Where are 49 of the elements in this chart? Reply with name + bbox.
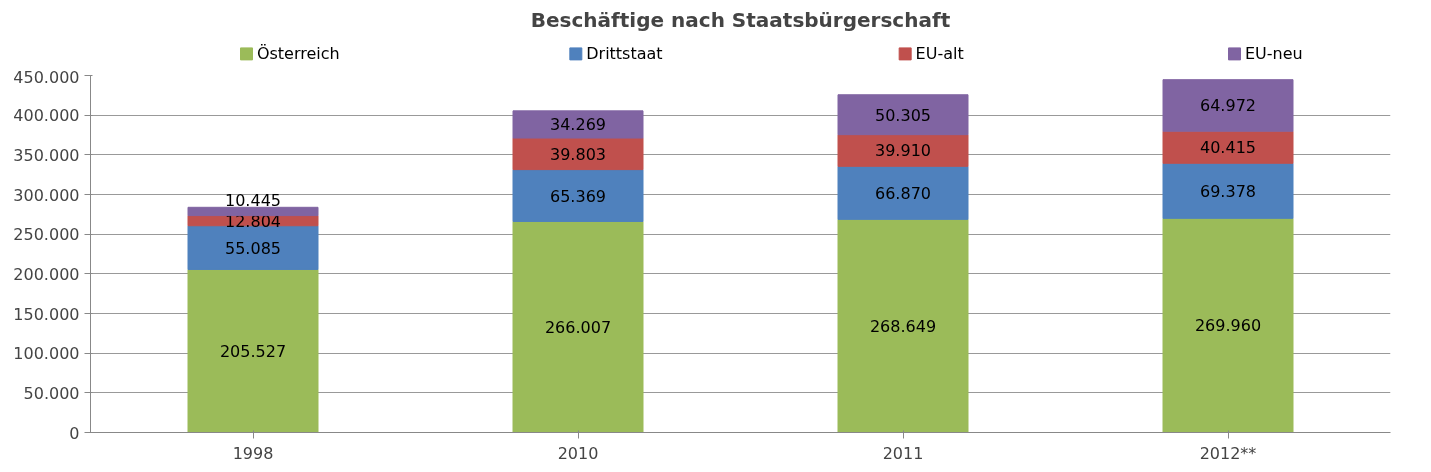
- legend-label: Österreich: [256, 44, 340, 64]
- bar: [187, 225, 319, 270]
- bar: [1162, 162, 1294, 219]
- data-label: 64.972: [1200, 96, 1256, 116]
- y-tick-label: 50.000: [23, 383, 80, 403]
- data-label: 205.527: [219, 341, 287, 361]
- data-label: 39.910: [875, 141, 931, 161]
- x-tick-label: 2011: [882, 443, 924, 463]
- bar: [1162, 79, 1294, 132]
- bar: [1162, 130, 1294, 164]
- data-label: 55.085: [225, 238, 281, 258]
- data-label: 12.804: [225, 211, 281, 231]
- bar: [837, 165, 969, 220]
- y-tick-label: 450.000: [13, 67, 80, 87]
- y-tick-label: 100.000: [13, 344, 80, 364]
- legend-label: Drittstaat: [586, 44, 663, 64]
- y-tick-label: 200.000: [13, 264, 80, 284]
- legend-label: EU-alt: [915, 44, 964, 64]
- bar: [512, 110, 644, 139]
- x-tick-label: 2012**: [1199, 443, 1257, 463]
- bar: [837, 94, 969, 136]
- x-tick-label: 1998: [232, 443, 274, 463]
- data-label: 266.007: [544, 317, 612, 337]
- y-tick-label: 250.000: [13, 225, 80, 245]
- bar: [1162, 217, 1294, 433]
- bar: [512, 220, 644, 433]
- bar: [187, 268, 319, 433]
- bar: [512, 169, 644, 222]
- data-label: 269.960: [1194, 316, 1262, 336]
- chart-title: Beschäftige nach Staatsbürgerschaft: [530, 7, 951, 32]
- bar: [187, 206, 319, 217]
- data-label: 39.803: [550, 144, 606, 164]
- legend-label: EU-neu: [1244, 44, 1303, 64]
- y-tick-label: 300.000: [13, 185, 80, 205]
- data-label: 69.378: [1200, 181, 1256, 201]
- x-tick-label: 2010: [557, 443, 599, 463]
- data-label: 34.269: [550, 115, 606, 135]
- bar: [837, 218, 969, 433]
- data-label: 10.445: [225, 190, 281, 210]
- y-tick-label: 0: [69, 423, 80, 443]
- y-tick-label: 400.000: [13, 106, 80, 126]
- data-label: 268.649: [869, 316, 937, 336]
- data-label: 66.870: [875, 183, 931, 203]
- data-label: 50.305: [875, 105, 931, 125]
- data-label: 40.415: [1200, 138, 1256, 158]
- bar: [837, 134, 969, 167]
- y-tick-label: 150.000: [13, 304, 80, 324]
- data-label: 65.369: [550, 186, 606, 206]
- y-tick-label: 350.000: [13, 145, 80, 165]
